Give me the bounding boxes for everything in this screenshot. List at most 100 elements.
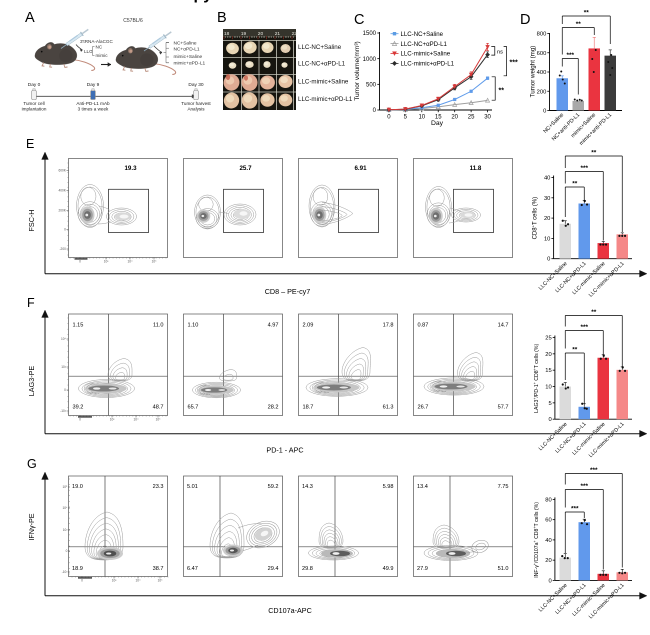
svg-text:Tumor harvest: Tumor harvest: [181, 101, 211, 106]
svg-text:23.3: 23.3: [153, 484, 164, 490]
svg-text:30: 30: [484, 115, 491, 121]
svg-text:10²: 10²: [61, 365, 66, 369]
svg-text:E: E: [26, 137, 34, 151]
svg-text:5: 5: [548, 401, 551, 407]
svg-text:ns: ns: [497, 49, 503, 55]
svg-text:10²: 10²: [104, 260, 109, 264]
svg-text:Day 0: Day 0: [28, 82, 41, 88]
svg-text:4.97: 4.97: [268, 323, 279, 329]
svg-text:IFNγ-PE: IFNγ-PE: [27, 513, 36, 540]
svg-text:600K: 600K: [58, 169, 66, 173]
svg-text:25: 25: [545, 336, 551, 342]
svg-text:***: ***: [510, 60, 518, 67]
svg-text:26.7: 26.7: [418, 405, 429, 411]
svg-text:65.7: 65.7: [188, 405, 199, 411]
svg-text:NC: NC: [96, 45, 103, 50]
svg-text:0: 0: [543, 109, 546, 115]
svg-text:CD8+T cells (%): CD8+T cells (%): [530, 197, 539, 240]
svg-text:0: 0: [547, 257, 550, 263]
svg-text:200: 200: [537, 89, 547, 95]
svg-text:CD8 – PE-cy7: CD8 – PE-cy7: [265, 287, 311, 296]
svg-text:40: 40: [545, 538, 551, 544]
svg-text:implantation: implantation: [22, 107, 47, 112]
svg-text:20: 20: [544, 216, 550, 222]
svg-text:LLC-NC+αPD-L1: LLC-NC+αPD-L1: [401, 41, 448, 48]
svg-text:48.7: 48.7: [153, 405, 164, 411]
svg-text:G: G: [27, 457, 37, 471]
svg-text:LLC-NC+Saline: LLC-NC+Saline: [298, 44, 342, 51]
svg-text:18: 18: [224, 31, 230, 37]
svg-text:15: 15: [545, 368, 551, 374]
svg-text:**: **: [591, 309, 597, 316]
svg-text:7.75: 7.75: [498, 484, 509, 490]
svg-text:3'tRNA-AlaCGC: 3'tRNA-AlaCGC: [80, 39, 113, 44]
svg-text:10⁴: 10⁴: [61, 337, 67, 341]
svg-text:60: 60: [545, 518, 551, 524]
svg-text:***: ***: [571, 506, 579, 513]
svg-text:10: 10: [418, 115, 425, 121]
svg-text:0: 0: [66, 549, 68, 553]
svg-text:28.2: 28.2: [268, 405, 279, 411]
svg-text:0: 0: [81, 579, 83, 583]
svg-text:0.87: 0.87: [418, 323, 429, 329]
svg-text:LLC-mimic+αPD-L1: LLC-mimic+αPD-L1: [401, 61, 455, 68]
svg-text:***: ***: [590, 467, 598, 474]
svg-text:Analysis: Analysis: [187, 107, 205, 112]
svg-text:15: 15: [435, 115, 442, 121]
svg-text:**: **: [584, 10, 590, 17]
svg-text:500: 500: [366, 82, 377, 88]
svg-text:**: **: [499, 87, 505, 94]
svg-text:B: B: [217, 10, 227, 26]
svg-text:0: 0: [387, 115, 391, 121]
svg-text:20: 20: [258, 31, 264, 37]
svg-text:10²: 10²: [110, 418, 115, 422]
svg-text:1000: 1000: [363, 57, 377, 63]
svg-text:LAG3-PE: LAG3-PE: [27, 366, 36, 397]
svg-text:14.3: 14.3: [302, 484, 313, 490]
svg-text:Day 9: Day 9: [87, 82, 100, 88]
svg-text:LLC-mimic+Saline: LLC-mimic+Saline: [298, 79, 349, 86]
svg-text:1.10: 1.10: [188, 323, 199, 329]
svg-text:51.0: 51.0: [498, 566, 509, 572]
svg-text:21: 21: [275, 31, 281, 37]
svg-text:-10²: -10²: [60, 409, 66, 413]
svg-text:INF-γ+/CD107a+ CD8+T cells (%): INF-γ+/CD107a+ CD8+T cells (%): [533, 502, 540, 578]
svg-text:NC+Saline: NC+Saline: [174, 41, 197, 47]
svg-text:3 times a week: 3 times a week: [78, 107, 109, 112]
svg-text:10⁶: 10⁶: [156, 418, 162, 422]
svg-text:20: 20: [545, 558, 551, 564]
svg-text:10⁵: 10⁵: [63, 485, 69, 489]
svg-text:10⁴: 10⁴: [62, 506, 68, 510]
svg-text:C: C: [354, 12, 364, 28]
svg-text:mimic+Saline: mimic+Saline: [174, 54, 203, 60]
svg-text:LLC-NC+Saline: LLC-NC+Saline: [401, 31, 444, 38]
svg-text:NC+αPD-L1: NC+αPD-L1: [174, 46, 200, 52]
svg-text:11.8: 11.8: [470, 165, 482, 172]
svg-text:LLC-mimic+Saline: LLC-mimic+Saline: [401, 51, 451, 58]
svg-text:20: 20: [451, 115, 458, 121]
svg-text:19.3: 19.3: [124, 165, 137, 172]
svg-text:49.9: 49.9: [383, 566, 394, 572]
svg-text:C57BL/6: C57BL/6: [123, 18, 143, 24]
svg-text:mimic+αPD-L1: mimic+αPD-L1: [174, 60, 206, 66]
svg-text:10²: 10²: [112, 579, 117, 583]
svg-text:38.7: 38.7: [153, 566, 164, 572]
svg-text:400: 400: [537, 70, 547, 76]
svg-text:***: ***: [580, 483, 588, 490]
svg-text:57.7: 57.7: [498, 405, 509, 411]
svg-text:A: A: [25, 10, 35, 26]
svg-text:11.0: 11.0: [153, 323, 163, 329]
svg-text:10: 10: [544, 236, 550, 242]
svg-text:14.7: 14.7: [498, 323, 509, 329]
svg-text:27.9: 27.9: [417, 566, 428, 572]
svg-text:6.47: 6.47: [187, 566, 198, 572]
svg-text:39.2: 39.2: [73, 405, 84, 411]
svg-text:Tumor volume(mm³): Tumor volume(mm³): [354, 41, 361, 100]
svg-text:10: 10: [545, 385, 551, 391]
svg-text:0: 0: [64, 388, 66, 392]
svg-text:0: 0: [79, 260, 81, 264]
svg-text:61.3: 61.3: [383, 405, 394, 411]
svg-text:-10³: -10³: [62, 570, 68, 574]
svg-text:**: **: [572, 347, 578, 354]
svg-text:LLC-NC+αPD-L1: LLC-NC+αPD-L1: [298, 60, 346, 67]
